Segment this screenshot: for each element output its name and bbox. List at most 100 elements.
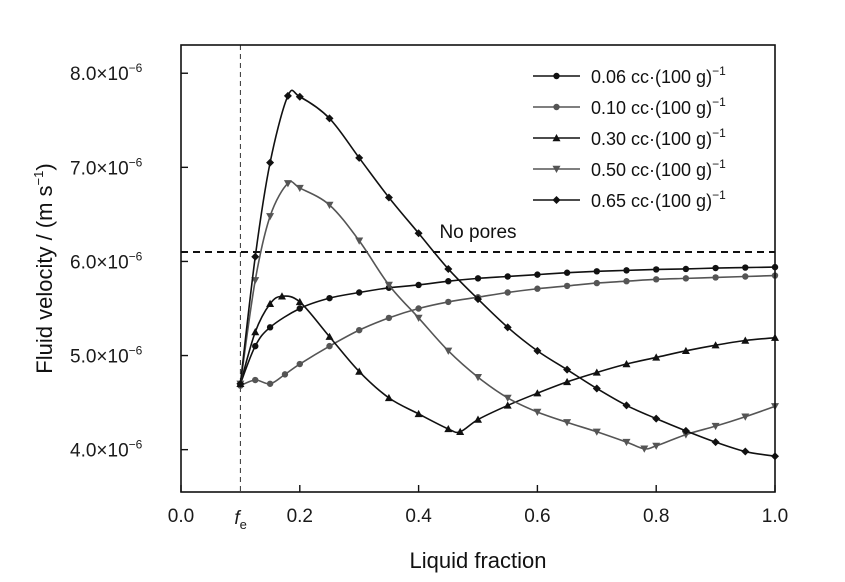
legend-swatch-marker (552, 165, 561, 173)
series-4-point (384, 281, 393, 289)
series-2-point (326, 342, 333, 350)
legend-label-sup: −1 (712, 188, 726, 202)
series-5-point (592, 384, 601, 393)
x-axis-title: Liquid fraction (410, 548, 547, 573)
series-5-point (251, 252, 260, 261)
series-3-line (239, 295, 776, 434)
legend: 0.06 cc·(100 g)−1 0.10 cc·(100 g)−1 0.30 c… (533, 64, 726, 211)
series-1-point (653, 266, 660, 273)
x-tick-label: 0.2 (287, 506, 313, 527)
series-3-point (277, 292, 286, 300)
series-1-point (415, 281, 422, 289)
series-5-point (266, 158, 275, 167)
legend-swatch-marker (552, 196, 561, 204)
series-5-point (355, 153, 364, 162)
series-5-point (563, 365, 572, 374)
y-tick-label: 6.0×10−6 (70, 249, 143, 273)
series-5-point (681, 426, 690, 435)
legend-label: 0.06 cc·(100 g)−1 (591, 64, 726, 87)
y-tick-exponent: −6 (129, 344, 143, 358)
series-3-point (414, 409, 423, 418)
series-4-point (741, 413, 750, 421)
series-3-point (474, 415, 482, 423)
legend-swatch-marker (553, 72, 560, 80)
series-2-point (356, 326, 363, 334)
x-tick-label: 0.8 (643, 506, 669, 527)
series-2-point (534, 285, 541, 292)
y-tick-exponent: −6 (129, 61, 143, 75)
series-3-point (325, 332, 334, 340)
series-4-point (652, 442, 661, 450)
series-1-point (563, 269, 571, 276)
series-1-point (593, 268, 600, 275)
series-2-point (742, 273, 749, 280)
legend-swatch-marker (552, 134, 561, 142)
series-3-point (503, 401, 512, 409)
series-4-point (355, 237, 364, 245)
series-2-point (563, 282, 571, 290)
series-2-point (593, 279, 600, 287)
series-1-point (682, 265, 690, 273)
x-tick-label: 0.4 (405, 506, 432, 527)
legend-label: 0.10 cc·(100 g)−1 (591, 95, 726, 118)
legend-label: 0.50 cc·(100 g)−1 (591, 157, 726, 180)
series-1-point (712, 264, 719, 272)
series-2-point (623, 278, 630, 285)
series-2-point (653, 276, 660, 283)
series-3-point (251, 328, 260, 336)
plot-frame (180, 44, 776, 493)
series-3 (236, 292, 779, 435)
no-pores-label: No pores (439, 222, 516, 243)
series-2-point (415, 305, 422, 312)
y-tick-exponent: −6 (129, 249, 143, 263)
series-4-point (266, 213, 275, 221)
series-1-point (504, 273, 511, 280)
series-4-point (711, 422, 720, 431)
series-1-point (623, 267, 630, 274)
series-4-point (325, 201, 334, 209)
series-4-point (295, 184, 304, 193)
series-4-point (533, 408, 542, 417)
series-layer (236, 89, 779, 461)
y-tick-label: 7.0×10−6 (70, 155, 143, 179)
y-axis-title-sup: −1 (31, 171, 46, 186)
series-3-point (652, 353, 661, 361)
series-1-point (534, 271, 541, 278)
series-5-line (239, 89, 776, 458)
y-axis-title-main: Fluid velocity / (m s (32, 185, 57, 373)
series-4-point (283, 180, 292, 188)
x-tick-label: 1.0 (762, 506, 788, 527)
series-4-point (622, 438, 631, 447)
series-5-point (711, 438, 720, 447)
y-tick-label: 8.0×10−6 (70, 61, 143, 85)
legend-label: 0.30 cc·(100 g)−1 (591, 126, 726, 149)
y-tick-exponent: −6 (129, 438, 143, 452)
series-5-point (444, 264, 453, 273)
series-3-point (533, 389, 542, 397)
series-3-point (563, 377, 572, 386)
series-1-point (474, 275, 482, 282)
series-3-point (741, 336, 750, 344)
series-1-point (266, 324, 274, 331)
series-3-point (592, 368, 601, 376)
series-4-point (414, 314, 423, 322)
x-tick-label: 0.6 (524, 506, 550, 527)
series-2-point (712, 274, 719, 281)
series-5-point (414, 229, 423, 238)
legend-swatch-marker (553, 103, 560, 111)
series-1-point (296, 305, 303, 312)
series-3-point (711, 341, 720, 349)
y-axis-title-close: ) (32, 163, 57, 170)
series-4-point (474, 373, 482, 382)
series-5-point (474, 295, 482, 304)
series-4-point (592, 428, 601, 436)
series-2-point (252, 376, 259, 384)
series-2-point (385, 314, 393, 322)
y-tick-exponent: −6 (129, 155, 143, 169)
series-4 (236, 180, 779, 453)
series-3-point (355, 367, 364, 375)
series-3-point (384, 393, 393, 402)
series-4-point (563, 419, 572, 427)
series-5-point (325, 114, 334, 123)
